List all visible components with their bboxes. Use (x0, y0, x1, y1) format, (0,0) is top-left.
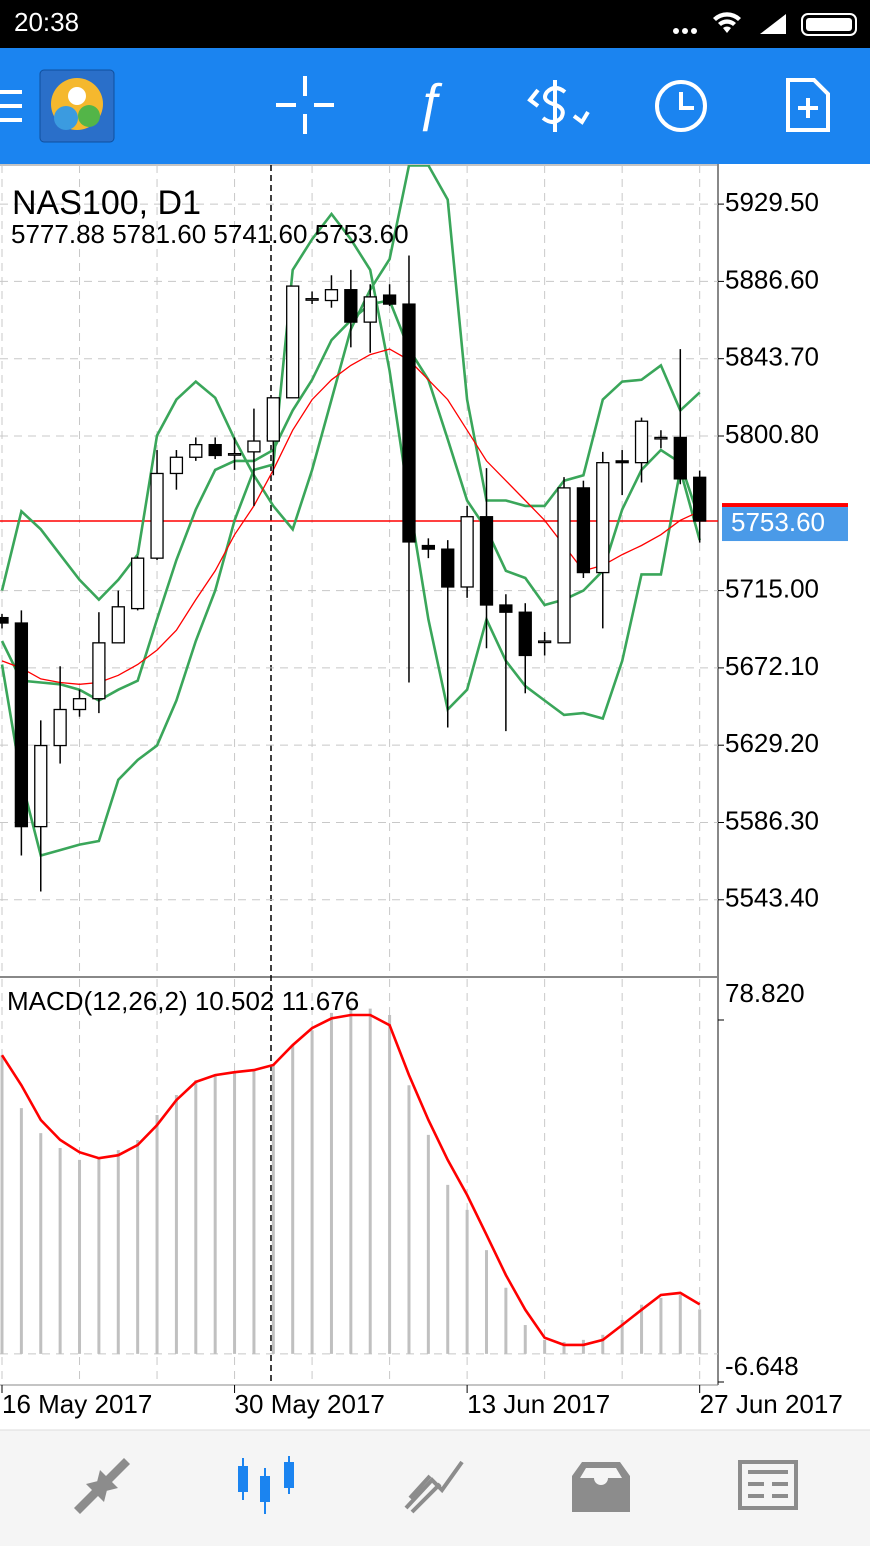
candle-body (382, 294, 397, 305)
y-tick-label: 5543.40 (725, 883, 819, 913)
candle-body (596, 462, 610, 574)
candle-body (72, 698, 87, 711)
candle-body (92, 642, 106, 700)
price-label: 5753.60 (731, 507, 825, 537)
candle-body (673, 436, 687, 480)
y-tick-label: 5629.20 (725, 728, 819, 758)
timeframe-tool[interactable] (655, 80, 707, 132)
candle-body (441, 548, 455, 588)
candle-body (518, 611, 532, 657)
macd-title: MACD(12,26,2) 10.502 11.676 (7, 986, 359, 1016)
menu-button[interactable] (0, 90, 22, 122)
chart-title: NAS100, D1 (12, 184, 201, 222)
candle-body (693, 476, 707, 522)
status-time: 20:38 (14, 7, 79, 37)
plot-area (0, 165, 718, 892)
candle-body (305, 298, 319, 301)
status-bar (0, 0, 870, 48)
y-tick-label: 5843.70 (725, 342, 819, 372)
candle-body (169, 456, 184, 475)
candle-body (654, 436, 668, 440)
x-tick-label: 27 Jun 2017 (700, 1389, 843, 1419)
crosshair-tool[interactable] (276, 76, 334, 134)
main-panel (0, 165, 718, 976)
candle-body (421, 544, 436, 550)
candle-body (266, 397, 280, 442)
candle-body (286, 285, 300, 399)
candle-body (131, 557, 145, 610)
ohlc-info: 5777.88 5781.60 5741.60 5753.60 (11, 219, 409, 249)
candle-body (402, 303, 416, 543)
candle-body (324, 289, 339, 302)
candle-body (499, 604, 513, 613)
candle-body (208, 443, 222, 457)
x-tick-label: 30 May 2017 (235, 1389, 385, 1419)
candle-body (363, 296, 377, 323)
y-tick-label: 5715.00 (725, 573, 819, 603)
y-tick-label: 5672.10 (725, 651, 819, 681)
x-tick-label: 16 May 2017 (2, 1389, 152, 1419)
y-tick-label: -6.648 (725, 1351, 799, 1381)
y-tick-label: 78.820 (725, 978, 805, 1008)
indicator-line (1, 348, 700, 685)
candle-body (634, 420, 649, 464)
nav-history[interactable] (572, 1462, 630, 1512)
candle-body (615, 460, 629, 464)
y-tick-label: 5586.30 (725, 805, 819, 835)
trade-tool[interactable] (527, 80, 590, 132)
candle-body (247, 440, 261, 453)
candle-body (0, 616, 9, 624)
candle-body (227, 453, 242, 456)
candle-body (14, 622, 29, 828)
price-marker (722, 503, 848, 508)
nav-chart[interactable] (238, 1456, 294, 1514)
plot-area (0, 1006, 718, 1355)
indicator-line (0, 211, 701, 858)
y-tick-label: 5929.50 (725, 187, 819, 217)
nav-news[interactable] (738, 1460, 798, 1510)
status-icons (673, 12, 857, 36)
macd-panel (0, 979, 718, 1384)
candle-body (576, 487, 591, 574)
indicators-tool[interactable]: ƒ (416, 74, 445, 132)
y-tick-label: 5800.80 (725, 419, 819, 449)
x-tick-label: 13 Jun 2017 (467, 1389, 610, 1419)
candle-body (537, 640, 552, 644)
y-tick-label: 5886.60 (725, 264, 819, 294)
price-label-box (722, 507, 848, 542)
candle-body (34, 744, 48, 828)
candle-body (53, 708, 67, 747)
nav-trade[interactable] (404, 1460, 464, 1514)
candle-body (479, 516, 494, 606)
candle-body (111, 606, 125, 644)
indicator-line (0, 299, 701, 702)
new-chart-tool[interactable] (786, 78, 830, 132)
app-logo[interactable] (39, 69, 115, 143)
nav-quotes[interactable] (74, 1458, 130, 1514)
candle-body (150, 472, 164, 559)
toolbar (0, 48, 870, 164)
indicator-line (0, 1013, 701, 1347)
candle-body (344, 289, 358, 323)
candle-body (557, 487, 571, 644)
candle-body (189, 443, 203, 458)
candle-body (460, 516, 474, 588)
